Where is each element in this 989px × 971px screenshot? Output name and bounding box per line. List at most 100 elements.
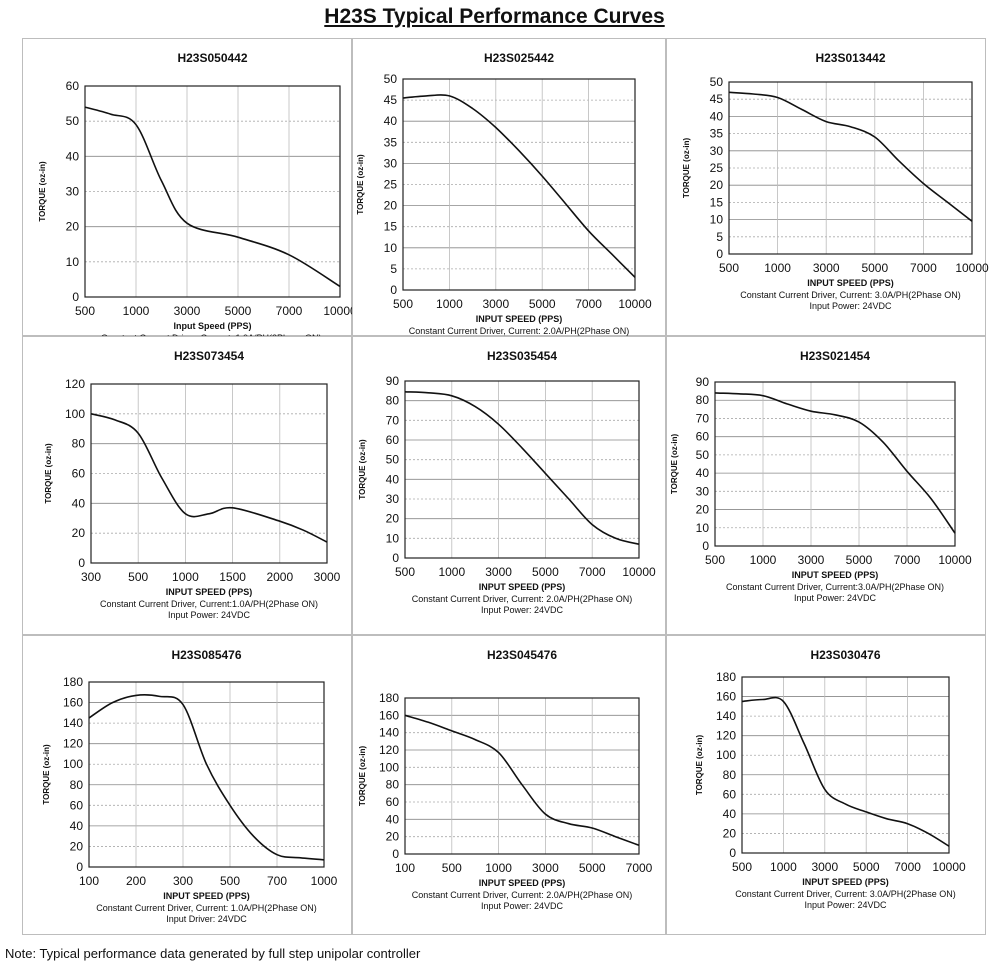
x-tick-label: 100 <box>395 861 415 875</box>
y-tick-label: 10 <box>386 531 400 545</box>
driver-note: Input Power: 24VDC <box>168 610 251 620</box>
y-tick-label: 0 <box>392 551 399 565</box>
y-tick-label: 30 <box>66 185 80 199</box>
y-axis-label: TORQUE (oz-in) <box>670 434 679 495</box>
chart-panel: H23S050442 0 10 20 30 40 50 60 500 1000 3000 5000 70… <box>22 38 357 354</box>
y-tick-label: 5 <box>716 230 723 244</box>
y-tick-label: 80 <box>72 437 86 451</box>
y-tick-label: 30 <box>710 144 724 158</box>
y-axis-label: TORQUE (oz-in) <box>358 746 367 807</box>
y-tick-label: 80 <box>70 778 84 792</box>
driver-note: Input Power: 24VDC <box>481 605 564 615</box>
x-tick-label: 500 <box>393 297 413 311</box>
torque-curve <box>404 714 640 847</box>
y-tick-label: 180 <box>379 691 399 705</box>
x-tick-label: 3000 <box>532 861 559 875</box>
driver-note: Input Power: 24VDC <box>794 593 877 603</box>
x-tick-label: 500 <box>395 565 415 579</box>
x-tick-label: 10000 <box>323 304 357 318</box>
chart-title: H23S030476 <box>810 648 880 662</box>
chart-title: H23S013442 <box>815 51 885 65</box>
y-tick-label: 60 <box>386 795 400 809</box>
y-tick-label: 20 <box>710 178 724 192</box>
y-tick-label: 40 <box>384 114 398 128</box>
x-axis-label: INPUT SPEED (PPS) <box>476 314 563 324</box>
plot-frame <box>402 78 636 291</box>
x-tick-label: 3000 <box>482 297 509 311</box>
chart-panel: H23S030476 0 20 40 60 80 100 120 140 160 180 500 100… <box>666 635 986 935</box>
plot-frame <box>741 676 950 854</box>
driver-note: Constant Current Driver, Current: 3.0A/P… <box>740 290 961 300</box>
y-tick-label: 120 <box>379 743 399 757</box>
y-tick-label: 0 <box>702 539 709 553</box>
y-tick-label: 50 <box>66 114 80 128</box>
y-tick-label: 160 <box>63 696 83 710</box>
y-tick-label: 30 <box>386 492 400 506</box>
y-tick-label: 80 <box>386 778 400 792</box>
y-tick-label: 45 <box>710 92 724 106</box>
y-tick-label: 120 <box>716 729 736 743</box>
y-tick-label: 0 <box>390 283 397 297</box>
y-axis-label: TORQUE (oz-in) <box>695 735 704 796</box>
y-tick-label: 50 <box>386 453 400 467</box>
y-tick-label: 0 <box>392 847 399 861</box>
torque-chart: H23S085476 0 20 40 60 80 100 120 140 160 180 100 200… <box>42 648 338 924</box>
plot-frame <box>84 85 341 298</box>
x-axis-label: Input Speed (PPS) <box>173 321 251 331</box>
x-axis-label: INPUT SPEED (PPS) <box>479 878 566 888</box>
driver-note: Constant Current Driver, Current: 3.0A/P… <box>735 889 956 899</box>
plot-frame <box>728 81 973 255</box>
y-tick-label: 0 <box>78 556 85 570</box>
y-tick-label: 60 <box>66 79 80 93</box>
driver-note: Constant Current Driver, Current:1.0A/PH… <box>100 599 318 609</box>
x-axis-label: INPUT SPEED (PPS) <box>807 278 894 288</box>
y-tick-label: 180 <box>716 670 736 684</box>
driver-note: Constant Current Driver, Current: 1.0A/P… <box>96 903 317 913</box>
footnote: Note: Typical performance data generated… <box>5 946 421 961</box>
x-tick-label: 1000 <box>750 553 777 567</box>
torque-curve <box>714 392 956 534</box>
y-tick-label: 20 <box>386 512 400 526</box>
x-tick-label: 300 <box>81 570 101 584</box>
torque-curve <box>90 413 328 543</box>
x-tick-label: 1000 <box>172 570 199 584</box>
y-tick-label: 15 <box>710 195 724 209</box>
y-tick-label: 25 <box>384 178 398 192</box>
x-axis-label: INPUT SPEED (PPS) <box>163 891 250 901</box>
x-tick-label: 7000 <box>575 297 602 311</box>
x-tick-label: 7000 <box>276 304 303 318</box>
plot-frame <box>714 381 956 547</box>
chart-panel: H23S073454 0 20 40 60 80 100 120 300 500 1000 1500 2… <box>22 336 352 635</box>
driver-note: Constant Current Driver, Current: 2.0A/P… <box>409 326 630 336</box>
torque-chart: H23S073454 0 20 40 60 80 100 120 300 500 1000 1500 2… <box>44 349 341 620</box>
x-tick-label: 2000 <box>266 570 293 584</box>
y-tick-label: 30 <box>696 484 710 498</box>
torque-chart: H23S050442 0 10 20 30 40 50 60 500 1000 3000 5000 70… <box>38 51 357 354</box>
y-tick-label: 10 <box>696 521 710 535</box>
y-tick-label: 60 <box>72 467 86 481</box>
x-tick-label: 100 <box>79 874 99 888</box>
torque-curve <box>84 106 341 288</box>
y-tick-label: 20 <box>696 503 710 517</box>
y-axis-label: TORQUE (oz-in) <box>42 744 51 805</box>
y-tick-label: 40 <box>710 109 724 123</box>
x-tick-label: 700 <box>267 874 287 888</box>
y-tick-label: 25 <box>710 161 724 175</box>
y-tick-label: 100 <box>716 748 736 762</box>
y-tick-label: 140 <box>716 709 736 723</box>
plot-frame <box>404 697 640 855</box>
driver-note: Input Power: 24VDC <box>804 900 887 910</box>
torque-curve <box>88 694 325 861</box>
x-tick-label: 200 <box>126 874 146 888</box>
x-tick-label: 1500 <box>219 570 246 584</box>
y-tick-label: 80 <box>723 768 737 782</box>
x-tick-label: 500 <box>705 553 725 567</box>
y-tick-label: 140 <box>63 716 83 730</box>
y-tick-label: 10 <box>384 241 398 255</box>
y-tick-label: 20 <box>66 220 80 234</box>
y-tick-label: 90 <box>386 374 400 388</box>
y-tick-label: 10 <box>710 213 724 227</box>
x-tick-label: 300 <box>173 874 193 888</box>
x-tick-label: 7000 <box>894 860 921 874</box>
x-axis-label: INPUT SPEED (PPS) <box>479 582 566 592</box>
